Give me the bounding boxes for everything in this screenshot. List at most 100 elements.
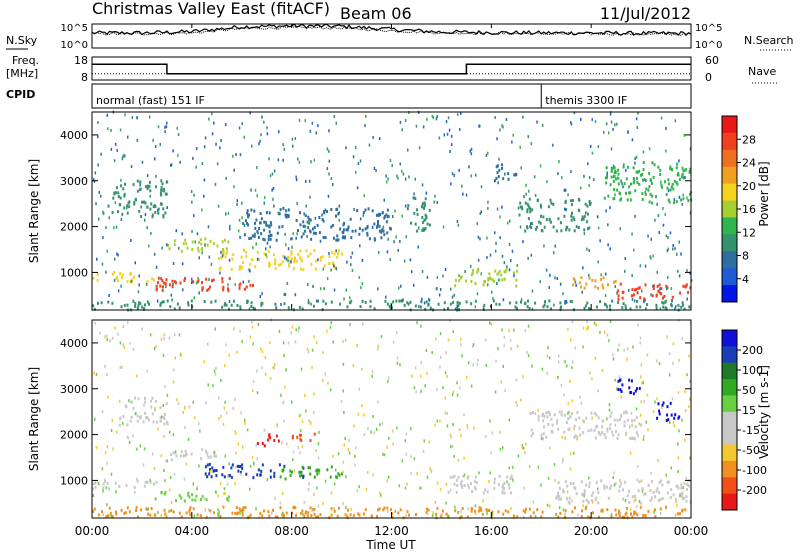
velocity-cell [676, 512, 679, 516]
power-scatter-cell [650, 256, 652, 260]
power-cell [159, 303, 162, 307]
velocity-scatter-cell [586, 327, 588, 331]
power-cell [544, 300, 546, 304]
power-cell [282, 254, 285, 258]
velocity-scatter-cell [212, 384, 214, 388]
power-cell [470, 280, 473, 283]
x-tick-label: 04:00 [175, 524, 210, 538]
power-cell [124, 182, 126, 186]
power-cell [609, 183, 612, 187]
velocity-scatter-cell [571, 366, 573, 370]
power-scatter-cell [260, 301, 263, 305]
power-scatter-cell [181, 232, 183, 236]
power-cell [578, 198, 581, 202]
power-scatter-cell [360, 286, 362, 290]
velocity-cell [463, 484, 466, 487]
power-scatter-cell [266, 241, 269, 245]
power-cell [559, 221, 562, 225]
power-cell [274, 260, 277, 264]
power-scatter-cell [291, 237, 293, 241]
power-cell [633, 293, 635, 297]
power-scatter-cell [660, 180, 662, 184]
x-tick-label: 16:00 [474, 524, 509, 538]
velocity-scatter-cell [672, 361, 674, 365]
velocity-scatter-cell [521, 444, 524, 447]
velocity-scatter-cell [388, 436, 390, 440]
velocity-cell [478, 506, 481, 510]
velocity-scatter-cell [111, 419, 113, 422]
velocity-cell [256, 442, 259, 445]
velocity-scatter-cell [388, 475, 390, 479]
power-scatter-cell [583, 174, 585, 178]
velocity-cell [675, 500, 678, 504]
velocity-scatter-cell [115, 490, 117, 494]
power-scatter-cell [191, 229, 193, 233]
velocity-scatter-cell [656, 397, 658, 401]
velocity-scatter-cell [524, 329, 526, 333]
power-scatter-cell [549, 273, 551, 277]
power-cell [613, 166, 616, 170]
power-cell [136, 179, 139, 183]
velocity-cell [300, 439, 303, 442]
power-scatter-cell [307, 283, 309, 287]
velocity-scatter-cell [183, 406, 186, 410]
power-scatter-cell [536, 120, 538, 124]
power-cell [366, 231, 369, 235]
velocity-cell [268, 514, 271, 518]
power-cell [139, 180, 142, 184]
velocity-cell [175, 499, 178, 503]
velocity-cell [466, 515, 469, 519]
velocity-cell [137, 397, 140, 401]
velocity-cell [606, 508, 609, 512]
velocity-cell [155, 480, 158, 484]
power-scatter-cell [393, 240, 395, 244]
power-scatter-cell [474, 305, 477, 309]
power-cell [678, 177, 681, 181]
power-cell [640, 173, 642, 177]
power-scatter-cell [508, 268, 511, 272]
power-scatter-cell [591, 151, 594, 155]
velocity-scatter-cell [636, 478, 639, 482]
power-scatter-cell [662, 207, 664, 210]
power-scatter-cell [450, 143, 453, 147]
power-cell [663, 294, 666, 298]
power-cell [492, 299, 495, 303]
power-scatter-cell [282, 143, 284, 147]
power-scatter-cell [624, 257, 626, 260]
power-cell [308, 229, 311, 233]
power-cell [575, 225, 578, 229]
velocity-scatter-cell [645, 420, 647, 424]
velocity-cell [557, 491, 560, 495]
power-cell [187, 301, 190, 305]
power-cell [276, 231, 279, 235]
velocity-scatter-cell [678, 358, 680, 362]
power-cell [659, 173, 662, 176]
power-scatter-cell [607, 223, 609, 227]
velocity-scatter-cell [669, 421, 671, 424]
power-cell [297, 229, 299, 233]
velocity-scatter-cell [292, 458, 294, 462]
power-scatter-cell [456, 112, 459, 116]
velocity-scatter-cell [606, 333, 609, 337]
velocity-cell [668, 480, 670, 484]
velocity-cell [126, 506, 129, 510]
power-scatter-cell [562, 292, 564, 296]
velocity-cell [563, 413, 566, 417]
velocity-scatter-cell [292, 450, 295, 454]
power-cell [201, 286, 204, 290]
velocity-cell [493, 487, 496, 490]
power-scatter-cell [236, 199, 238, 203]
power-scatter-cell [291, 137, 294, 141]
velocity-cell [230, 475, 233, 479]
velocity-cell [114, 510, 117, 514]
velocity-scatter-cell [449, 433, 452, 437]
velocity-cell [295, 513, 297, 517]
velocity-scatter-cell [298, 326, 300, 330]
velocity-cell [673, 416, 676, 420]
power-cell [185, 242, 188, 246]
power-cell [681, 173, 684, 176]
power-cell [497, 271, 500, 275]
velocity-scatter-cell [371, 374, 373, 378]
power-cell [667, 182, 670, 186]
